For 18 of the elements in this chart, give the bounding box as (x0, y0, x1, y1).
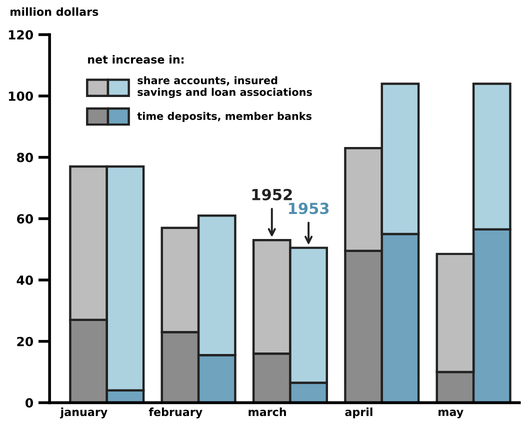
annotation: 1953 (289, 202, 329, 214)
legend-label: share accounts, insured savings and loan associations (138, 76, 312, 98)
x-tick-label: may (438, 410, 464, 418)
legend-title: net increase in: (88, 55, 184, 64)
annotation: 1952 (252, 188, 292, 200)
y-tick-label: 40 (16, 275, 34, 285)
y-tick-label: 120 (8, 30, 34, 40)
y-tick-label: 0 (26, 398, 34, 408)
y-tick-label: 80 (16, 152, 34, 162)
y-tick-label: 60 (17, 214, 34, 224)
x-tick-label: february (148, 408, 202, 418)
y-axis-title: million dollars (10, 7, 98, 16)
legend-label: time deposits, member banks (137, 112, 312, 122)
x-tick-label: april (345, 408, 372, 418)
y-tick-label: 100 (8, 91, 34, 101)
x-tick-label: march (248, 408, 286, 416)
x-tick-label: january (60, 408, 108, 418)
y-tick-label: 20 (17, 336, 34, 346)
